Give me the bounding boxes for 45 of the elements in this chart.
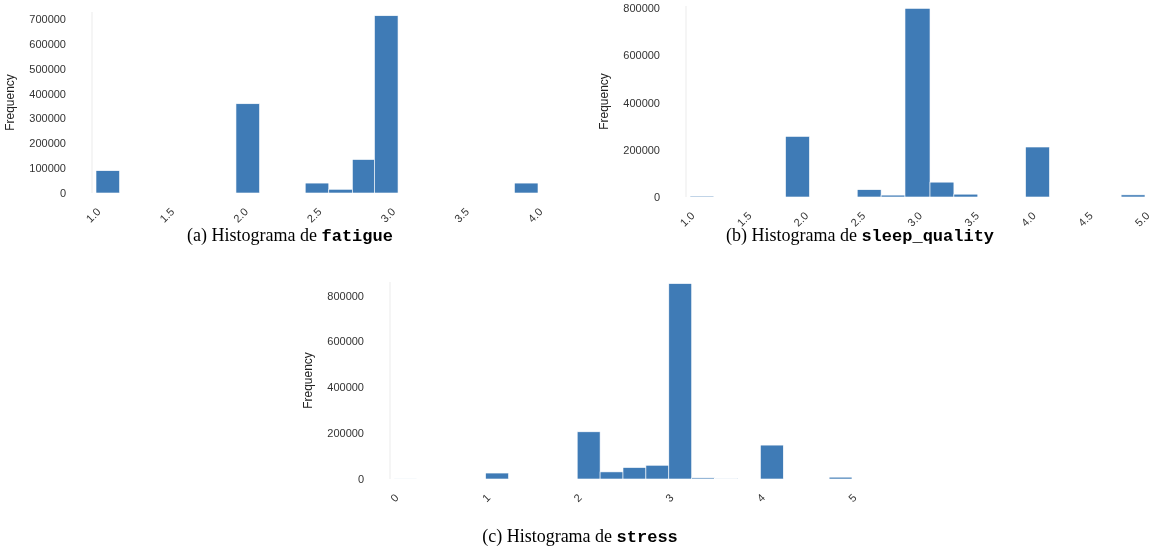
x-tick-label: 3.5 [961,209,982,229]
y-tick-label: 200000 [623,143,660,156]
y-tick-label: 600000 [29,38,66,51]
y-tick-label: 600000 [327,335,364,348]
x-tick-label: 0 [388,491,401,505]
x-tick-label: 2.5 [848,209,868,229]
y-tick-label: 400000 [623,96,660,109]
x-tick-label: 1.0 [83,205,103,225]
y-tick-label: 200000 [29,137,66,150]
x-tick-label: 3.0 [378,205,398,225]
x-tick-label: 5.0 [1132,209,1152,229]
y-tick-label: 300000 [29,112,66,125]
y-tick-label: 800000 [623,2,660,15]
x-tick-label: 1.5 [157,205,177,225]
x-tick-label: 4 [754,491,768,505]
text: (a) Histograma de fatigue [187,225,393,246]
y-axis-title: Frequency [3,74,17,131]
x-tick-label: 4.0 [525,205,545,225]
y-axis-title: Frequency [597,73,611,130]
y-tick-label: 200000 [327,427,364,440]
y-axis-title: Frequency [301,352,315,409]
y-tick-label: 700000 [29,13,66,26]
x-tick-label: 5 [846,491,859,505]
y-tick-label: 800000 [327,289,364,302]
text: (c) Histograma de stress [482,526,678,547]
x-tick-label: 2.0 [791,209,811,229]
x-tick-label: 2.5 [304,205,324,225]
y-tick-label: 400000 [29,87,66,100]
y-tick-label: 400000 [327,381,364,394]
x-tick-label: 2.0 [230,205,251,225]
x-tick-label: 3 [662,491,676,505]
y-tick-label: 0 [59,186,66,199]
x-tick-label: 4.5 [1075,209,1095,229]
x-tick-label: 2 [571,491,585,505]
x-tick-label: 1.5 [734,209,754,229]
y-tick-label: 500000 [29,62,66,75]
y-tick-label: 100000 [29,162,66,175]
x-tick-label: 4.0 [1018,209,1039,229]
x-tick-label: 3.0 [905,209,925,229]
y-tick-label: 0 [357,472,364,485]
x-tick-label: 1 [479,491,493,505]
x-tick-label: 1.0 [677,209,697,229]
x-tick-label: 3.5 [451,205,472,225]
y-tick-label: 600000 [623,49,660,62]
y-tick-label: 0 [653,190,660,203]
